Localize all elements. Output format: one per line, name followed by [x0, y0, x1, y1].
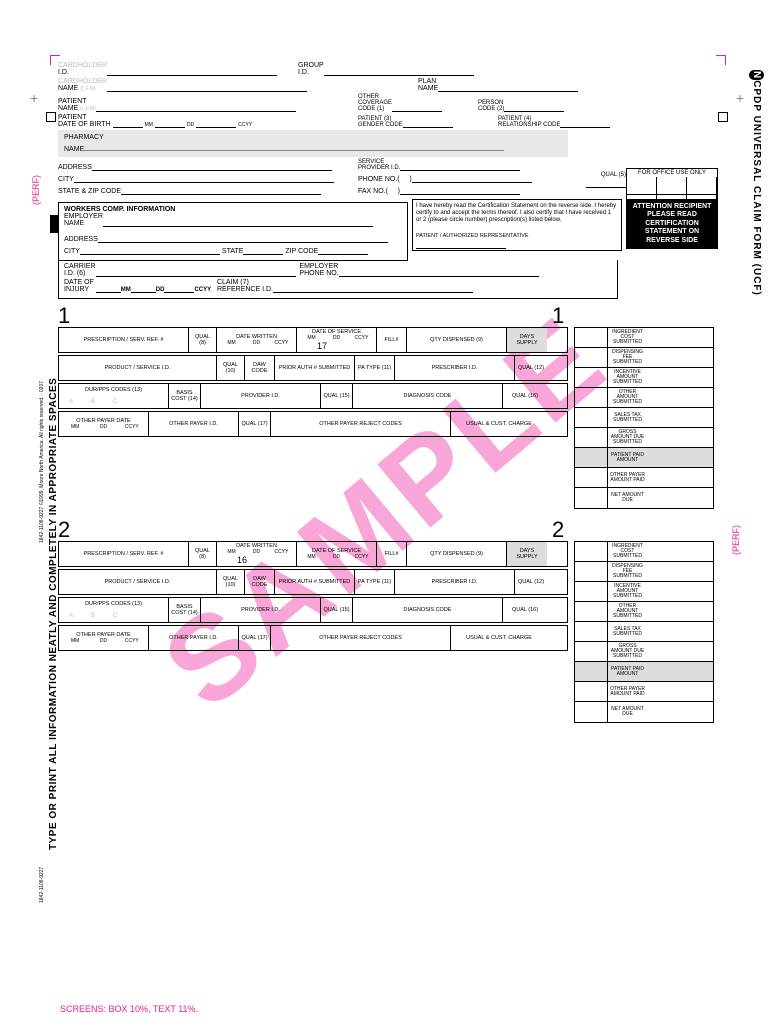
claim-number-2-right: 2 — [552, 517, 564, 543]
carrier-box: CARRIERI.D. (6) EMPLOYERPHONE NO. DATE O… — [58, 260, 618, 299]
form-meta: 1842-1108-9227 ©1999, Moore North Americ… — [39, 381, 45, 543]
claim-number-1-right: 1 — [552, 303, 564, 329]
claim-number-2-left: 2 — [58, 517, 70, 543]
form-title: NCPDP UNIVERSAL CLAIM FORM (UCF) — [751, 70, 762, 296]
perf-left: (PERF) — [31, 175, 41, 205]
claim-2: PRESCRIPTION / SERV. REF. # QUAL (8) DAT… — [58, 541, 568, 567]
workers-comp-box: WORKERS COMP. INFORMATION EMPLOYERNAME A… — [58, 202, 408, 261]
claim-1: PRESCRIPTION / SERV. REF. # QUAL (8) DAT… — [58, 327, 568, 353]
certification-box: I have hereby read the Certification Sta… — [412, 199, 622, 251]
perf-right: (PERF) — [731, 525, 741, 555]
claim-number-1-left: 1 — [58, 303, 70, 329]
cost-box-1: INGREDIENT COST SUBMITTED DISPENSING FEE… — [574, 327, 714, 509]
pharmacy-name-box: PHARMACYNAME — [58, 130, 568, 157]
form-no: 1842-1108-9227 — [39, 867, 45, 903]
attention-box: ATTENTION RECIPIENTPLEASE READCERTIFICAT… — [626, 199, 718, 249]
screens-note: SCREENS: BOX 10%, TEXT 11%. — [60, 1004, 198, 1014]
cost-box-2: INGREDIENT COST SUBMITTED DISPENSING FEE… — [574, 541, 714, 723]
